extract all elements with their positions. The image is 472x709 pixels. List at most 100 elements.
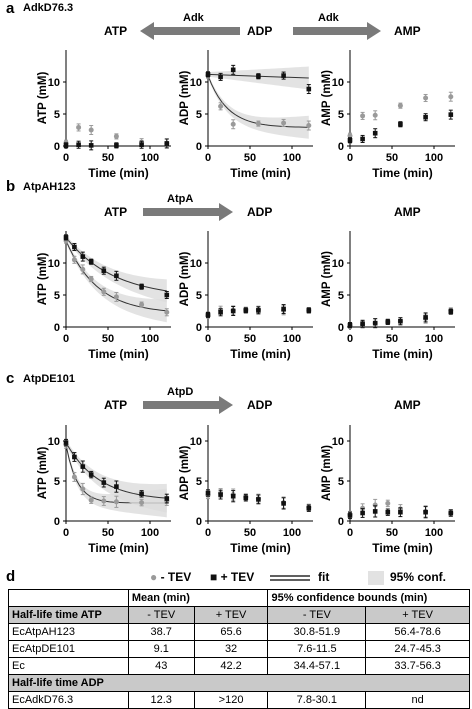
x-tick-label: 50 xyxy=(244,333,256,345)
y-tick-label: 0 xyxy=(196,322,202,334)
x-tick-label: 50 xyxy=(102,152,114,164)
x-axis-label: Time (min) xyxy=(230,541,290,555)
data-point-plus-tev xyxy=(164,496,170,501)
cell: 38.7 xyxy=(127,623,195,641)
data-point-plus-tev xyxy=(243,495,249,501)
y-tick-label: 5 xyxy=(54,109,60,121)
x-axis-label: Time (min) xyxy=(88,166,148,180)
legend-plus-label: + TEV xyxy=(220,570,255,584)
data-point-minus-tev xyxy=(397,103,403,109)
cell: 12.3 xyxy=(127,691,195,709)
x-axis-label: Time (min) xyxy=(88,541,148,555)
x-tick-label: 50 xyxy=(102,527,114,539)
data-point-minus-tev xyxy=(218,103,224,109)
y-axis-label: ADP (mM) xyxy=(179,251,191,306)
table-row: Ec 43 42.2 34.4-57.1 33.7-56.3 xyxy=(8,657,470,675)
y-tick-label: 0 xyxy=(54,322,60,334)
data-point-plus-tev xyxy=(360,510,365,516)
header-a-amp: AMP xyxy=(394,24,421,38)
y-tick-label: 5 xyxy=(54,476,60,488)
data-point-plus-tev xyxy=(423,114,428,120)
data-point-minus-tev xyxy=(372,112,378,118)
legend-plus-tev: ■ + TEV xyxy=(210,570,254,584)
header-b-adp: ADP xyxy=(247,205,273,219)
data-point-minus-tev xyxy=(230,121,236,127)
x-tick-label: 0 xyxy=(63,527,69,539)
data-point-plus-tev xyxy=(63,440,69,445)
cell: 65.6 xyxy=(193,623,269,641)
col-plus-tev: + TEV xyxy=(193,606,269,624)
data-point-minus-tev xyxy=(101,498,107,504)
data-point-minus-tev xyxy=(113,133,119,139)
data-point-minus-tev xyxy=(113,294,119,300)
data-point-plus-tev xyxy=(164,141,170,146)
enzyme-a-left: Adk xyxy=(183,12,204,24)
data-point-minus-tev xyxy=(281,120,287,126)
y-axis-label: ATP (mM) xyxy=(37,447,49,500)
y-tick-label: 5 xyxy=(196,290,202,302)
x-tick-label: 100 xyxy=(141,333,159,345)
section-title-adp: Half-life time ADP xyxy=(8,674,470,692)
row-name: EcAtpDE101 xyxy=(8,640,129,658)
header-b-atp: ATP xyxy=(104,205,128,219)
row-name: EcAdkD76.3 xyxy=(8,691,129,709)
cell: 9.1 xyxy=(127,640,195,658)
data-point-plus-tev xyxy=(347,322,353,328)
data-point-minus-tev xyxy=(113,499,119,505)
data-point-minus-tev xyxy=(101,289,107,295)
data-point-plus-tev xyxy=(205,312,211,318)
data-point-plus-tev xyxy=(256,497,261,502)
data-point-plus-tev xyxy=(139,491,144,497)
x-tick-label: 100 xyxy=(425,152,443,164)
y-tick-label: 10 xyxy=(190,77,202,89)
data-point-plus-tev xyxy=(230,493,236,499)
data-point-plus-tev xyxy=(360,321,365,327)
legend-conf-label: 95% conf. xyxy=(390,570,447,584)
data-point-plus-tev xyxy=(306,308,312,313)
header-c-adp: ADP xyxy=(247,398,273,412)
table-row: EcAtpDE101 9.1 32 7.6-11.5 24.7-45.3 xyxy=(8,640,470,658)
x-tick-label: 50 xyxy=(244,527,256,539)
data-point-plus-tev xyxy=(205,72,211,77)
y-tick-label: 10 xyxy=(48,258,60,270)
data-point-plus-tev xyxy=(80,254,86,259)
data-point-minus-tev xyxy=(76,124,82,130)
y-axis-label: AMP (mM) xyxy=(321,251,333,307)
header-a-atp: ATP xyxy=(104,24,128,38)
y-tick-label: 10 xyxy=(332,77,344,89)
data-point-plus-tev xyxy=(448,309,454,314)
cell: 56.4-78.6 xyxy=(365,623,470,641)
data-point-plus-tev xyxy=(398,509,403,515)
col-conf-minus-tev: - TEV xyxy=(267,606,367,624)
data-point-plus-tev xyxy=(306,86,312,92)
header-c-atp: ATP xyxy=(104,398,128,412)
section-title-atp: Half-life time ATP xyxy=(8,606,129,624)
x-tick-label: 100 xyxy=(283,527,301,539)
legend-fit-label: fit xyxy=(318,570,330,584)
header-b-amp: AMP xyxy=(394,205,421,219)
y-tick-label: 0 xyxy=(338,516,344,528)
data-point-plus-tev xyxy=(448,112,454,117)
y-tick-label: 0 xyxy=(196,516,202,528)
header-c-amp: AMP xyxy=(394,398,421,412)
data-point-plus-tev xyxy=(372,130,378,136)
data-point-plus-tev xyxy=(218,74,223,80)
data-point-plus-tev xyxy=(76,142,81,148)
panel-label-c: c xyxy=(6,370,15,387)
x-tick-label: 0 xyxy=(347,527,353,539)
data-point-plus-tev xyxy=(205,490,211,496)
cell: 7.8-30.1 xyxy=(267,691,367,709)
data-point-plus-tev xyxy=(385,509,391,515)
panel-title-c: AtpDE101 xyxy=(23,373,75,385)
header-a-adp: ADP xyxy=(247,24,273,38)
cell: >120 xyxy=(193,691,269,709)
data-point-plus-tev xyxy=(398,318,403,324)
data-point-minus-tev xyxy=(347,133,353,139)
data-point-minus-tev xyxy=(71,257,77,263)
table-section-adp: Half-life time ADP xyxy=(8,674,470,692)
data-point-plus-tev xyxy=(398,121,403,127)
data-point-plus-tev xyxy=(281,306,286,312)
